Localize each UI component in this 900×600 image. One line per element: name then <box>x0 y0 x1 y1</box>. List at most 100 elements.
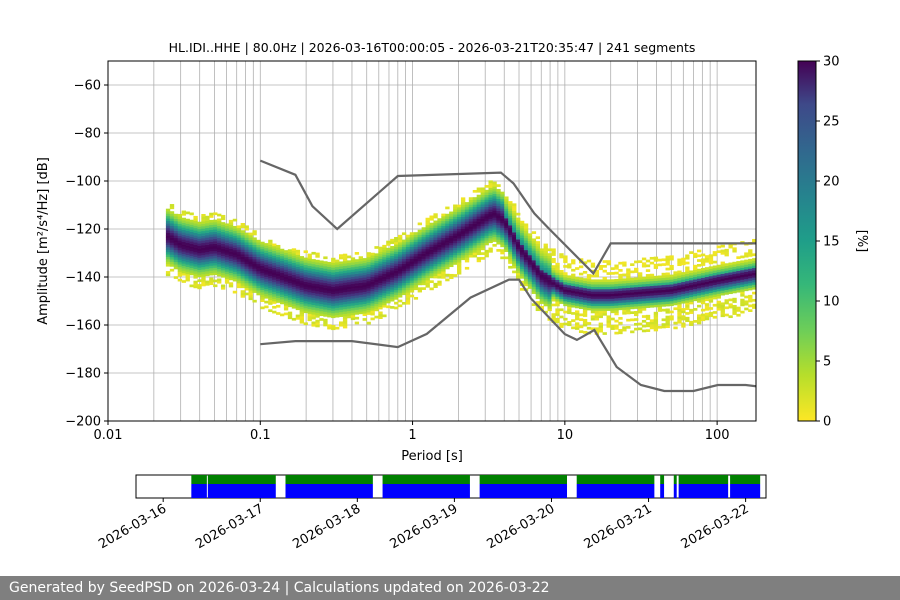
heatmap-cell <box>480 194 485 198</box>
heatmap-cell <box>527 252 533 256</box>
noise-models <box>259 159 756 393</box>
heatmap-cell <box>291 253 297 256</box>
heatmap-cell <box>217 264 222 267</box>
heatmap-cell <box>323 323 328 327</box>
heatmap-cell <box>165 235 171 238</box>
heatmap-cell <box>185 221 190 224</box>
heatmap-cell <box>700 253 706 257</box>
heatmap-cell <box>744 278 749 282</box>
heatmap-cell <box>213 238 218 242</box>
heatmap-cell <box>331 276 336 280</box>
heatmap-cell <box>508 237 513 240</box>
heatmap-cell <box>736 270 741 274</box>
heatmap-cell <box>610 286 615 290</box>
heatmap-cell <box>464 252 470 256</box>
heatmap-cell <box>240 280 245 284</box>
heatmap-cell <box>228 222 234 225</box>
heatmap-cell <box>578 284 584 288</box>
heatmap-cell <box>700 289 706 293</box>
heatmap-cell <box>543 303 548 307</box>
heatmap-cell <box>630 282 635 286</box>
heatmap-cell <box>201 250 206 253</box>
heatmap-cell <box>472 225 478 229</box>
heatmap-cell <box>614 264 619 268</box>
heatmap-cell <box>362 313 367 317</box>
heatmap-cell <box>169 225 175 229</box>
heatmap-cell <box>445 228 450 231</box>
heatmap-cell <box>299 256 304 259</box>
timeline-blue-segment <box>678 484 729 498</box>
heatmap-cell <box>472 201 478 205</box>
heatmap-cell <box>460 240 466 244</box>
heatmap-cell <box>708 299 714 303</box>
heatmap-cell <box>425 256 430 259</box>
heatmap-cell <box>272 260 277 264</box>
heatmap-cell <box>724 284 729 288</box>
heatmap-cell <box>421 241 426 245</box>
heatmap-cell <box>480 230 485 234</box>
heatmap-cell <box>295 252 301 255</box>
heatmap-cell <box>283 250 289 253</box>
heatmap-cell <box>350 288 356 292</box>
heatmap-cell <box>181 244 186 247</box>
heatmap-cell <box>417 272 423 276</box>
heatmap-cell <box>453 240 458 244</box>
heatmap-cell <box>712 260 718 264</box>
heatmap-cell <box>531 274 537 278</box>
heatmap-cell <box>350 281 356 285</box>
heatmap-cell <box>716 291 721 294</box>
heatmap-cell <box>240 244 245 248</box>
heatmap-cell <box>307 313 312 317</box>
heatmap-cell <box>413 265 419 269</box>
heatmap-cell <box>626 294 631 298</box>
heatmap-cell <box>677 299 682 303</box>
heatmap-cell <box>610 291 615 294</box>
heatmap-cell <box>476 216 482 220</box>
heatmap-cell <box>728 281 733 285</box>
heatmap-cell <box>559 282 564 285</box>
heatmap-cell <box>673 273 678 277</box>
heatmap-cell <box>295 259 301 263</box>
heatmap-cell <box>205 263 210 267</box>
heatmap-cell <box>571 280 576 284</box>
heatmap-cell <box>634 270 639 273</box>
heatmap-cell <box>634 310 639 314</box>
heatmap-cell <box>240 242 245 245</box>
heatmap-cell <box>169 235 175 238</box>
heatmap-cell <box>539 250 544 254</box>
heatmap-cell <box>535 301 541 304</box>
heatmap-cell <box>197 279 202 283</box>
heatmap-cell <box>319 274 324 278</box>
heatmap-cell <box>248 297 253 301</box>
timeline-segments <box>191 475 761 498</box>
heatmap-cell <box>563 286 568 290</box>
heatmap-cell <box>244 242 249 245</box>
heatmap-cell <box>649 273 655 277</box>
heatmap-cell <box>421 248 426 252</box>
heatmap-cell <box>256 287 261 291</box>
heatmap-cell <box>276 249 281 253</box>
heatmap-cell <box>700 294 706 298</box>
heatmap-cell <box>185 257 190 260</box>
heatmap-cell <box>496 229 501 233</box>
heatmap-cell <box>303 267 308 270</box>
heatmap-cell <box>374 291 379 295</box>
heatmap-cell <box>476 223 482 227</box>
heatmap-cell <box>193 254 198 258</box>
heatmap-cell <box>661 294 666 298</box>
heatmap-cell <box>354 264 360 267</box>
heatmap-cell <box>472 221 478 224</box>
heatmap-cell <box>693 281 698 285</box>
heatmap-cell <box>279 248 285 252</box>
heatmap-cell <box>323 285 328 288</box>
heatmap-cell <box>547 291 552 295</box>
heatmap-cell <box>645 281 651 284</box>
heatmap-cell <box>276 290 281 294</box>
heatmap-cell <box>378 299 383 303</box>
heatmap-cell <box>673 290 678 294</box>
heatmap-cell <box>244 235 249 238</box>
heatmap-cell <box>319 306 324 309</box>
heatmap-cell <box>378 304 383 308</box>
heatmap-cell <box>260 268 265 271</box>
heatmap-cell <box>649 326 655 330</box>
